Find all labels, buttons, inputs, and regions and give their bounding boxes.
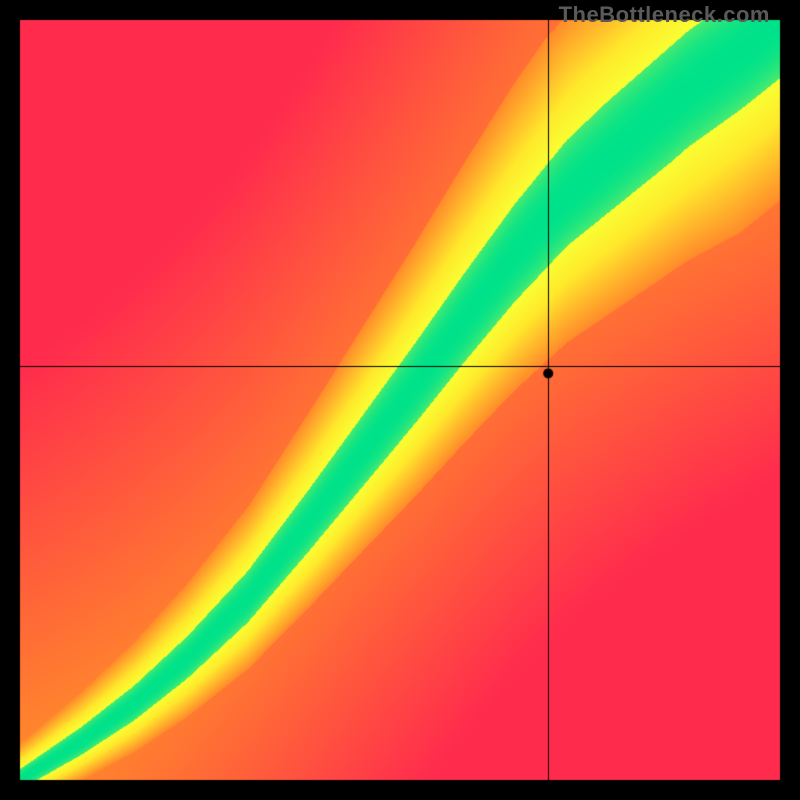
- watermark-text: TheBottleneck.com: [559, 2, 770, 28]
- chart-container: TheBottleneck.com: [0, 0, 800, 800]
- bottleneck-heatmap: [0, 0, 800, 800]
